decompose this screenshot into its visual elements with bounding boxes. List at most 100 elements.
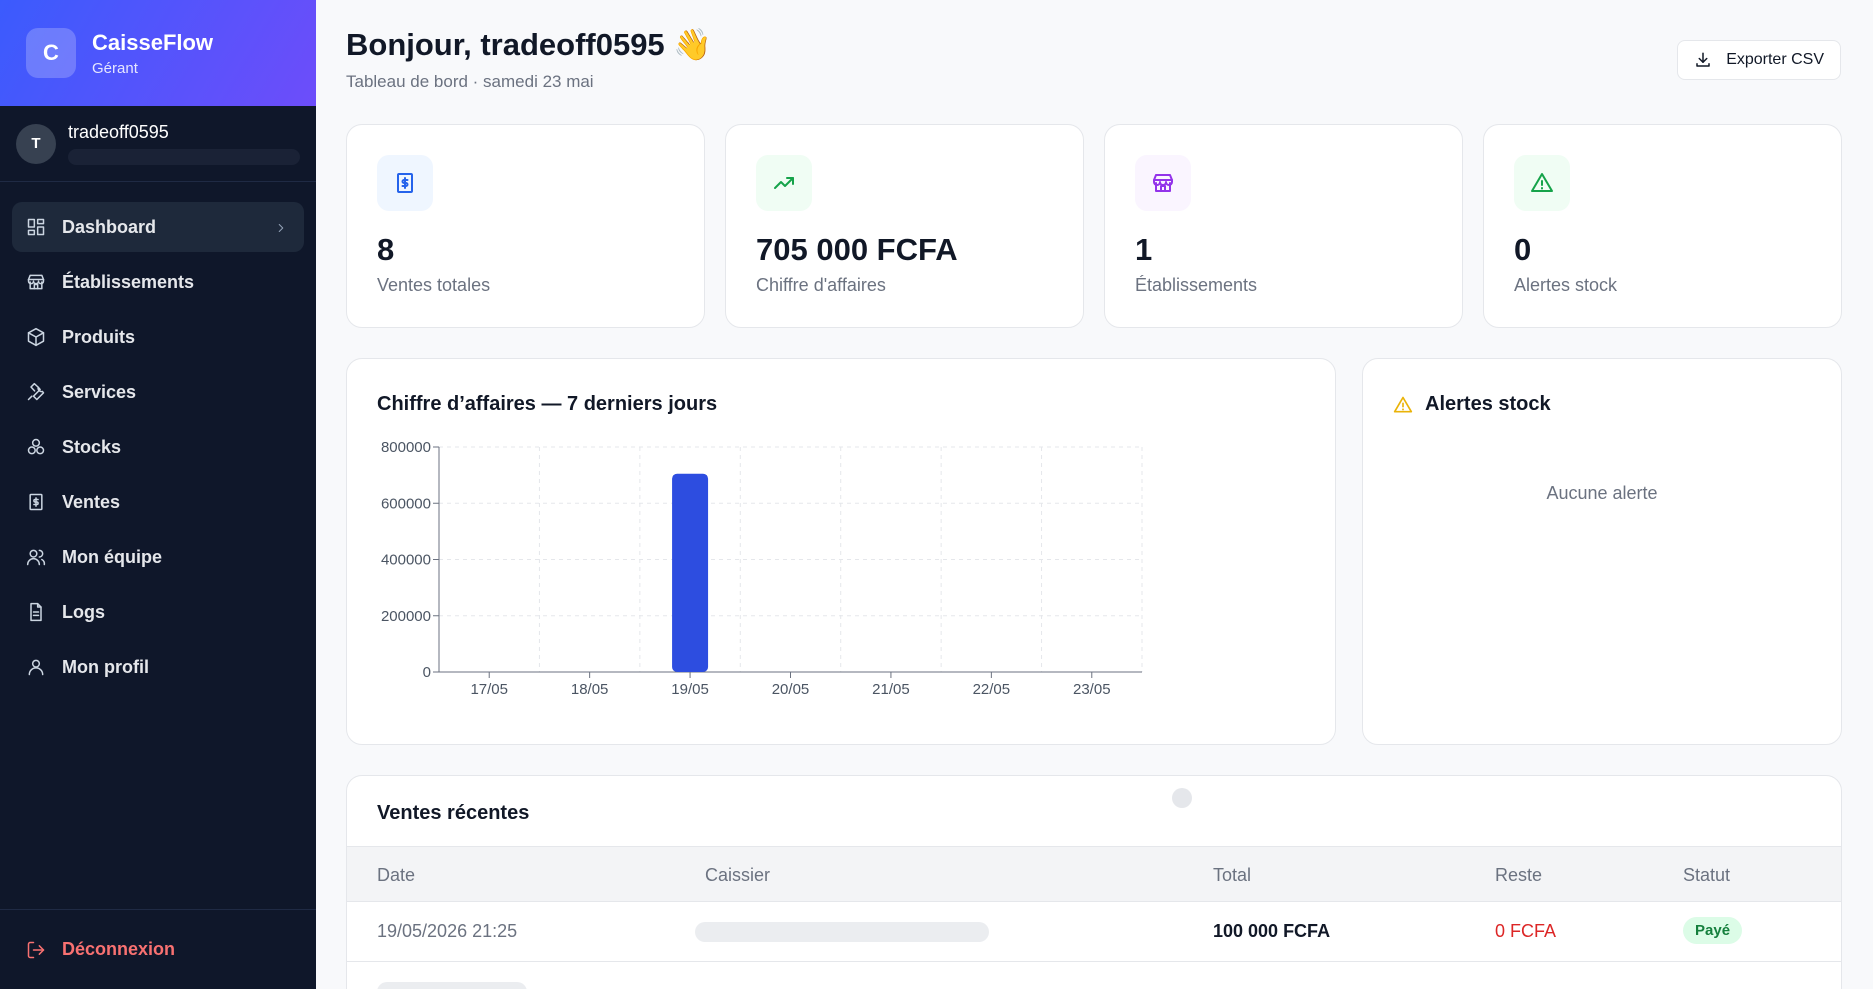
cell-total: 100 000 FCFA	[1213, 921, 1331, 941]
alerts-empty-message: Aucune alerte	[1546, 483, 1658, 503]
x-tick-label: 19/05	[671, 681, 709, 698]
x-tick-label: 22/05	[973, 681, 1011, 698]
x-tick-label: 20/05	[772, 681, 810, 698]
alert-triangle-icon	[1393, 396, 1413, 412]
receipt-icon	[397, 173, 413, 193]
stat-value: 705 000 FCFA	[756, 232, 958, 267]
avatar: T	[16, 123, 56, 164]
y-tick-label: 0	[423, 664, 431, 681]
x-tick-label: 21/05	[872, 681, 910, 698]
sidebar: C CaisseFlow Gérant T tradeoff0595 Dashb…	[0, 0, 316, 989]
sales-title: Ventes récentes	[377, 802, 530, 824]
x-tick-label: 23/05	[1073, 681, 1111, 698]
stat-card-alertes-stock: 0 Alertes stock	[1483, 124, 1842, 328]
column-header-caissier: Caissier	[705, 865, 771, 885]
column-header-total: Total	[1213, 865, 1252, 885]
wrench-icon	[27, 382, 45, 401]
logout-icon	[27, 941, 45, 958]
sidebar-item-services[interactable]: Services	[12, 367, 304, 417]
y-tick-label: 600000	[381, 495, 431, 512]
brand-logo: C	[26, 28, 76, 78]
recent-sales-card: Ventes récentes Date Caissier Total Rest…	[346, 775, 1842, 989]
dashboard-icon	[27, 218, 45, 236]
table-header: Date Caissier Total Reste Statut	[347, 846, 1841, 902]
sidebar-item-produits[interactable]: Produits	[12, 312, 304, 362]
sidebar-item-mon-profil[interactable]: Mon profil	[12, 642, 304, 692]
stat-card-etablissements: 1 Établissements	[1104, 124, 1463, 328]
trending-up-icon	[774, 177, 794, 189]
revenue-bar-chart: 0 200000 400000 600000 800000 17/05 18/05 19/05…	[381, 439, 1143, 698]
column-header-reste: Reste	[1495, 865, 1543, 885]
logout-button[interactable]: Déconnexion	[0, 909, 316, 989]
page-subtitle: Tableau de bord · samedi 23 mai	[346, 72, 594, 91]
stat-label: Ventes totales	[377, 275, 491, 295]
stat-label: Chiffre d'affaires	[756, 275, 886, 295]
brand-name: CaisseFlow	[92, 29, 214, 55]
sidebar-item-label: Logs	[62, 601, 105, 622]
chart-bar	[672, 473, 709, 672]
stat-icon-box	[1135, 155, 1191, 211]
store-icon	[27, 274, 45, 290]
sidebar-nav: Dashboard Établissements Produits Servic…	[0, 182, 316, 692]
table-row[interactable]: 19/05/2026 21:25 100 000 FCFA 0 FCFA Pay…	[347, 902, 1841, 962]
stat-label: Établissements	[1135, 275, 1258, 295]
stat-card-chiffre-affaires: 705 000 FCFA Chiffre d'affaires	[725, 124, 1084, 328]
status-badge: Payé	[1683, 917, 1743, 944]
cell-reste: 0 FCFA	[1495, 921, 1557, 941]
x-tick-label: 18/05	[571, 681, 609, 698]
loading-indicator	[1172, 788, 1192, 808]
redacted-email	[68, 149, 300, 165]
sidebar-item-dashboard[interactable]: Dashboard	[12, 202, 304, 252]
receipt-icon	[29, 493, 43, 511]
cell-date: 19/05/2026 21:25	[377, 921, 518, 941]
chevron-right-icon	[278, 223, 284, 233]
brand-header: C CaisseFlow Gérant	[0, 0, 316, 106]
revenue-chart-card: Chiffre d’affaires — 7 derniers jours 0 2…	[346, 358, 1336, 745]
row-partial	[377, 982, 527, 989]
file-text-icon	[30, 602, 42, 622]
package-icon	[27, 327, 45, 347]
sidebar-item-label: Mon profil	[62, 656, 149, 677]
sidebar-item-label: Établissements	[62, 271, 195, 292]
sidebar-item-etablissements[interactable]: Établissements	[12, 257, 304, 307]
column-header-date: Date	[377, 865, 416, 885]
sidebar-item-mon-equipe[interactable]: Mon équipe	[12, 532, 304, 582]
users-icon	[26, 549, 46, 566]
redacted-cashier	[695, 922, 989, 942]
sidebar-item-ventes[interactable]: Ventes	[12, 477, 304, 527]
stat-value: 0	[1514, 232, 1532, 267]
brand-role: Gérant	[92, 59, 138, 77]
export-csv-button[interactable]: Exporter CSV	[1677, 40, 1841, 80]
alerts-title: Alertes stock	[1393, 393, 1551, 416]
sidebar-item-label: Services	[62, 381, 137, 402]
stat-label: Alertes stock	[1514, 275, 1618, 295]
stat-card-ventes: 8 Ventes totales	[346, 124, 705, 328]
download-icon	[1696, 52, 1710, 67]
stat-icon-box	[377, 155, 433, 211]
y-tick-label: 200000	[381, 608, 431, 625]
stat-value: 8	[377, 232, 395, 267]
sidebar-item-logs[interactable]: Logs	[12, 587, 304, 637]
table-row[interactable]	[347, 962, 1841, 989]
y-tick-label: 400000	[381, 552, 431, 569]
alerts-title-label: Alertes stock	[1425, 393, 1551, 415]
stock-alerts-card: Alertes stock Aucune alerte	[1362, 358, 1842, 745]
export-csv-label: Exporter CSV	[1726, 51, 1824, 68]
user-name: tradeoff0595	[68, 122, 169, 142]
column-header-statut: Statut	[1683, 865, 1731, 885]
sidebar-item-label: Stocks	[62, 436, 122, 457]
sidebar-item-stocks[interactable]: Stocks	[12, 422, 304, 472]
main-content: Bonjour, tradeoff0595 👋 Tableau de bord …	[316, 0, 1873, 989]
page-title: Bonjour, tradeoff0595 👋	[346, 27, 712, 62]
logout-label: Déconnexion	[62, 939, 176, 959]
y-tick-label: 800000	[381, 439, 431, 456]
stat-value: 1	[1135, 232, 1153, 267]
sidebar-item-label: Dashboard	[62, 216, 157, 237]
x-tick-label: 17/05	[470, 681, 508, 698]
store-icon	[1153, 174, 1173, 192]
wave-emoji: 👋	[673, 27, 712, 62]
stat-icon-box	[1514, 155, 1570, 211]
user-box: T tradeoff0595	[0, 106, 316, 182]
stat-icon-box	[756, 155, 812, 211]
user-icon	[28, 659, 44, 676]
